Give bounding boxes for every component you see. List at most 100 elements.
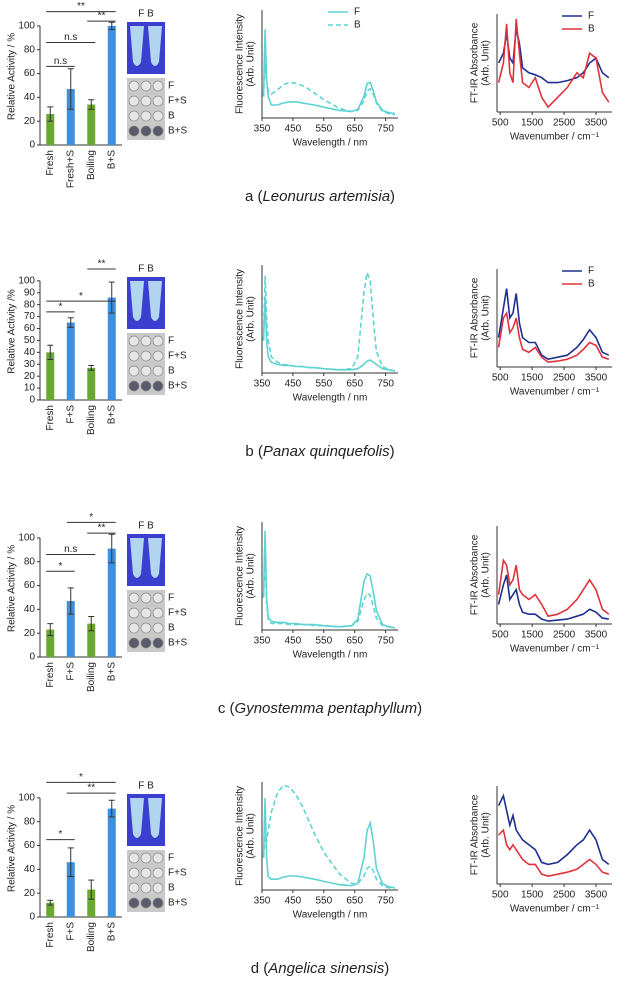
bar [46,352,55,400]
x-axis-label: Wavenumber / cm⁻¹ [510,132,600,143]
y-tick-label: 0 [29,912,35,923]
bar [46,114,55,145]
x-tick-label: 500 [492,890,509,901]
series-line [262,554,396,629]
y-tick-label: 0 [29,652,35,663]
x-tick-label: 650 [346,636,363,647]
x-tick-label: 1500 [521,890,544,901]
significance-label: ** [98,259,106,270]
x-tick-label: 750 [377,896,394,907]
caption-prefix: d ( [251,960,269,977]
well-label: F+S [168,868,187,879]
well [140,80,152,92]
y-tick-label: 60 [24,323,36,334]
series-line [262,798,396,889]
y-tick-label: 30 [24,359,36,370]
y-axis-label: (Arb. Unit) [481,295,492,341]
well [152,95,164,107]
tube [130,798,144,838]
series-line [497,28,610,84]
x-tick-label: F+S [65,662,76,681]
legend-label: F [354,7,360,18]
x-tick-label: 3500 [585,118,608,129]
x-tick-label: 2500 [553,118,576,129]
tube [148,281,162,321]
well [140,380,152,392]
y-axis-label: (Arb. Unit) [246,553,257,599]
series-line [498,828,610,878]
significance-label: * [89,512,93,523]
x-tick-label: 550 [315,896,332,907]
y-tick-label: 100 [18,533,35,544]
well [152,897,164,909]
x-tick-label: 500 [492,118,509,129]
x-tick-label: 550 [315,124,332,135]
significance-label: * [59,301,63,312]
well [152,350,164,362]
well-label: B+S [168,638,188,649]
caption-species: Angelica sinensis [267,960,384,977]
x-axis-label: Wavenumber / cm⁻¹ [510,644,600,655]
y-axis-label: Relative Activity / % [7,545,18,632]
well-label: F [168,853,174,864]
y-tick-label: 40 [24,604,36,615]
well [128,607,140,619]
well-label: B [168,883,175,894]
significance-label: * [59,561,63,572]
y-axis-label: FT-IR Absorbance [470,534,481,615]
well [152,637,164,649]
x-tick-label: 2500 [553,373,576,384]
y-tick-label: 60 [24,68,36,79]
well-label: F+S [168,96,187,107]
y-tick-label: 20 [24,371,36,382]
tube [130,26,144,66]
bar [66,862,75,917]
tube-label: F B [138,9,154,20]
well [128,80,140,92]
caption-suffix: ) [384,960,389,977]
y-tick-label: 60 [24,840,36,851]
x-tick-label: 500 [492,373,509,384]
x-tick-label: 750 [377,124,394,135]
series-line [497,574,609,622]
x-tick-label: 2500 [553,890,576,901]
x-tick-label: 500 [492,630,509,641]
y-tick-label: 40 [24,92,36,103]
x-tick-label: Fresh [45,150,56,176]
legend-label: B [588,24,595,35]
y-axis-label: Fluorescence Intensity [235,14,246,114]
x-tick-label: 3500 [585,373,608,384]
x-axis-label: Wavelength / nm [293,393,368,404]
y-axis-label: (Arb. Unit) [246,296,257,342]
well [128,622,140,634]
well [152,380,164,392]
caption-suffix: ) [390,443,395,460]
y-tick-label: 0 [29,395,35,406]
well [152,852,164,864]
well [128,125,140,137]
series-line [497,288,610,361]
x-axis-label: Wavelength / nm [293,650,368,661]
y-tick-label: 90 [24,287,36,298]
y-axis-label: Relative Activity / % [7,805,18,892]
y-axis-label: Relative Activity / % [7,33,18,120]
well [140,110,152,122]
y-axis-label: (Arb. Unit) [246,813,257,859]
well [152,882,164,894]
well-label: B+S [168,381,188,392]
well [152,365,164,377]
legend-label: F [588,266,594,277]
series-line [262,297,396,372]
well [152,110,164,122]
series-line [497,793,610,866]
y-axis-label: FT-IR Absorbance [470,277,481,358]
x-tick-label: 450 [285,379,302,390]
x-tick-label: B+S [106,922,117,942]
x-tick-label: 650 [346,124,363,135]
x-tick-label: F+S [65,405,76,424]
x-tick-label: 550 [315,379,332,390]
well [140,882,152,894]
x-axis-label: Wavelength / nm [293,910,368,921]
x-tick-label: 350 [254,896,271,907]
